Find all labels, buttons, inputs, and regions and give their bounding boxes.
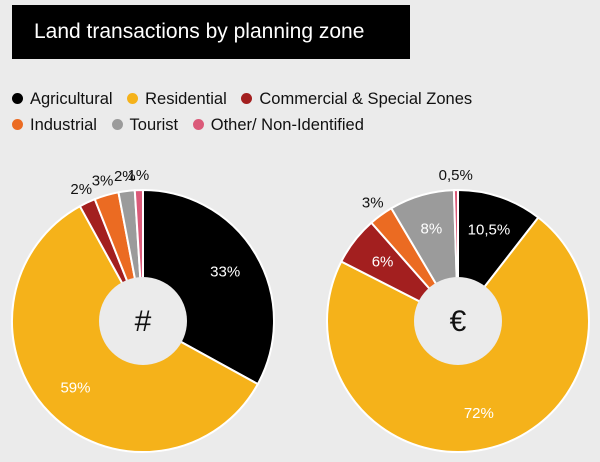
legend-label: Tourist <box>129 116 179 134</box>
data-label: 3% <box>92 173 114 190</box>
legend-row-1: Agricultural Residential Commercial & Sp… <box>12 90 482 109</box>
legend-label: Residential <box>145 90 227 108</box>
legend-item-other: Other/ Non-Identified <box>192 116 364 135</box>
data-label: 2% <box>70 181 92 198</box>
data-label: 10,5% <box>468 222 511 239</box>
data-label: 3% <box>362 195 384 212</box>
legend-row-2: Industrial Tourist Other/ Non-Identified <box>12 116 374 135</box>
legend-label: Other/ Non-Identified <box>210 116 364 134</box>
legend-item-residential: Residential <box>127 90 227 109</box>
legend-dot <box>241 93 253 104</box>
legend-label: Industrial <box>30 116 97 134</box>
data-label: 6% <box>372 253 394 270</box>
chart-title: Land transactions by planning zone <box>12 5 410 59</box>
center-label: € <box>450 305 467 338</box>
donut-hole <box>99 277 187 365</box>
data-label: 0,5% <box>439 167 473 184</box>
legend-dot <box>127 93 139 104</box>
legend-dot <box>12 93 23 104</box>
legend-item-commercial: Commercial & Special Zones <box>241 90 472 109</box>
chart-title-text: Land transactions by planning zone <box>34 20 365 43</box>
legend-item-industrial: Industrial <box>12 116 97 135</box>
legend-label: Agricultural <box>30 90 113 108</box>
data-label: 1% <box>128 167 150 184</box>
data-label: 33% <box>210 263 240 280</box>
legend-item-tourist: Tourist <box>111 116 179 135</box>
legend-item-agricultural: Agricultural <box>12 90 113 109</box>
data-label: 72% <box>464 405 494 422</box>
legend-dot <box>12 119 23 130</box>
legend-label: Commercial & Special Zones <box>259 90 473 108</box>
legend-dot <box>192 119 204 130</box>
data-label: 8% <box>421 220 443 237</box>
donut-hole <box>414 277 502 365</box>
data-label: 2% <box>114 168 136 185</box>
legend-dot <box>111 119 123 130</box>
data-label: 59% <box>60 379 90 396</box>
center-label: # <box>135 305 152 338</box>
